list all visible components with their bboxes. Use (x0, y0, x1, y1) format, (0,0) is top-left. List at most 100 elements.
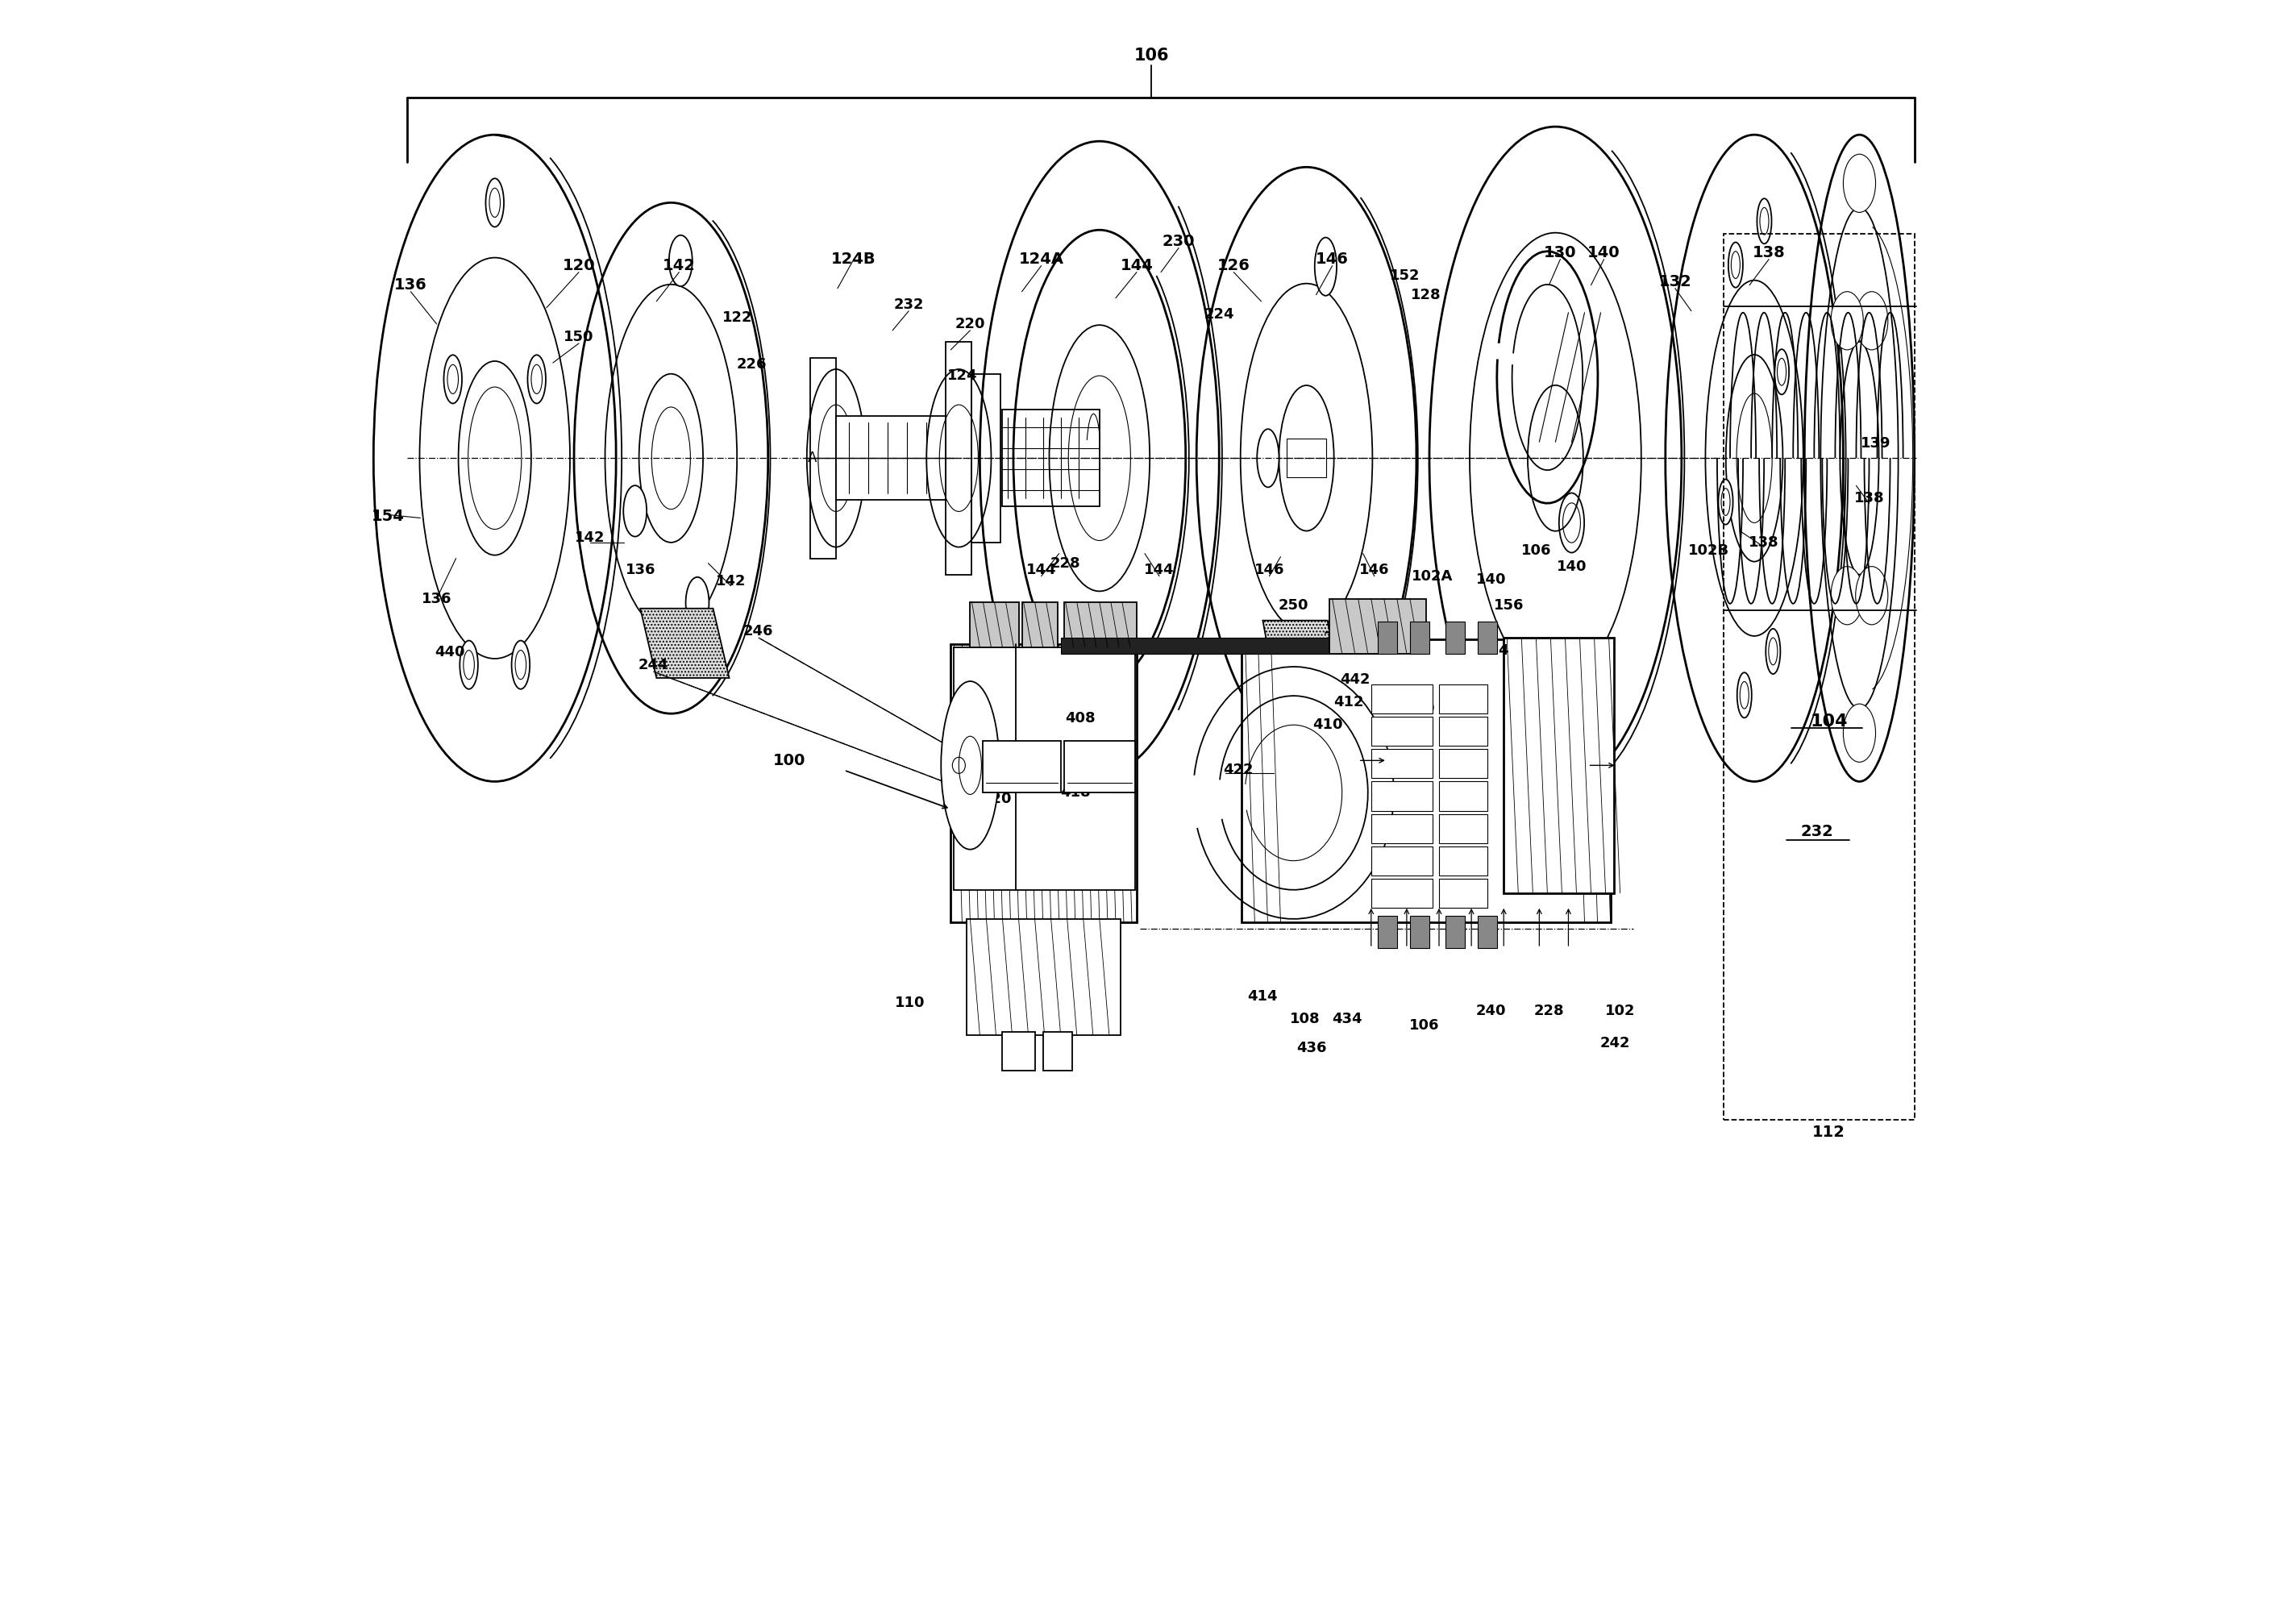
Text: 128: 128 (1412, 288, 1442, 303)
Text: 154: 154 (372, 508, 404, 524)
Text: 136: 136 (395, 277, 427, 293)
Text: 232: 232 (893, 298, 923, 312)
Bar (1242, 639, 1609, 922)
Text: 250: 250 (1279, 599, 1309, 613)
Text: 150: 150 (565, 330, 595, 345)
Text: 106: 106 (1410, 1018, 1440, 1032)
Bar (1378, 916, 1396, 948)
Bar (971, 374, 1001, 542)
Ellipse shape (687, 578, 709, 628)
Text: 132: 132 (1658, 273, 1692, 290)
Ellipse shape (443, 354, 461, 403)
Ellipse shape (1830, 291, 1864, 349)
Bar (1371, 717, 1433, 746)
Bar (1063, 741, 1134, 793)
Text: 124A: 124A (1019, 252, 1063, 267)
Bar (1440, 749, 1488, 778)
Text: 436: 436 (1297, 1040, 1327, 1055)
Bar (1440, 879, 1488, 908)
Ellipse shape (668, 235, 693, 286)
Ellipse shape (1766, 629, 1779, 675)
Bar (1446, 916, 1465, 948)
Bar (836, 416, 946, 500)
Text: 226: 226 (737, 358, 767, 372)
Text: 106: 106 (1520, 544, 1552, 558)
Polygon shape (641, 608, 730, 678)
Text: 244: 244 (638, 659, 668, 673)
Bar (1440, 814, 1488, 843)
Ellipse shape (1738, 673, 1752, 718)
Ellipse shape (1855, 566, 1887, 625)
Text: 420: 420 (980, 793, 1010, 806)
Text: 156: 156 (1492, 599, 1525, 613)
Text: 146: 146 (1359, 563, 1389, 578)
Bar (1063, 602, 1137, 647)
Text: 102A: 102A (1412, 570, 1453, 584)
Bar (1022, 602, 1058, 647)
Bar (1371, 749, 1433, 778)
Text: 240: 240 (1476, 1003, 1506, 1018)
Bar (1446, 621, 1465, 654)
Text: 228: 228 (1049, 557, 1081, 571)
Text: 140: 140 (1557, 560, 1587, 574)
Text: 106: 106 (1134, 47, 1169, 63)
Text: 408: 408 (1065, 712, 1095, 726)
Bar (1286, 438, 1327, 477)
Bar (967, 919, 1120, 1036)
Text: A: A (808, 451, 817, 466)
Bar (1479, 916, 1497, 948)
Bar (1440, 846, 1488, 875)
Bar (1378, 621, 1396, 654)
Bar (1724, 233, 1915, 1120)
Text: 138: 138 (1853, 492, 1885, 506)
Bar (1371, 781, 1433, 811)
Ellipse shape (528, 354, 546, 403)
Text: 104: 104 (1809, 714, 1848, 730)
Text: 414: 414 (1247, 989, 1279, 1003)
Text: 112: 112 (1812, 1125, 1846, 1141)
Text: 416: 416 (1107, 783, 1137, 796)
Text: 134: 134 (1479, 644, 1508, 659)
Bar (810, 358, 836, 558)
Text: 100: 100 (774, 752, 806, 769)
Bar (1410, 916, 1430, 948)
Ellipse shape (512, 641, 530, 689)
Text: 136: 136 (625, 563, 654, 578)
Bar (1371, 846, 1433, 875)
Ellipse shape (1717, 479, 1733, 524)
Ellipse shape (1830, 566, 1864, 625)
Text: 138: 138 (1750, 536, 1779, 550)
Bar (953, 647, 1134, 890)
Polygon shape (1263, 620, 1341, 691)
Text: 139: 139 (1860, 437, 1890, 451)
Ellipse shape (487, 178, 503, 227)
Text: 422: 422 (1224, 764, 1254, 778)
Text: 410: 410 (1313, 718, 1343, 733)
Text: 122: 122 (723, 311, 753, 325)
Bar (1042, 1032, 1072, 1071)
Ellipse shape (941, 681, 999, 849)
Text: 138: 138 (1752, 246, 1786, 260)
Ellipse shape (459, 641, 478, 689)
Bar (1371, 684, 1433, 714)
Text: 140: 140 (1476, 573, 1506, 587)
Text: 102B: 102B (1688, 544, 1729, 558)
Text: 430: 430 (1024, 743, 1054, 757)
Text: 242: 242 (1600, 1036, 1630, 1050)
Text: 232: 232 (1800, 824, 1835, 840)
Bar (1061, 637, 1384, 654)
Bar (951, 644, 1137, 922)
Bar (1440, 684, 1488, 714)
Text: 144: 144 (1120, 257, 1153, 273)
Text: 442: 442 (1341, 673, 1371, 688)
Text: 152: 152 (1389, 269, 1421, 283)
Text: 124: 124 (946, 369, 978, 383)
Text: 142: 142 (574, 531, 606, 545)
Text: 142: 142 (716, 574, 746, 589)
Text: 120: 120 (563, 257, 595, 273)
Bar (971, 602, 1019, 647)
Bar (1479, 621, 1497, 654)
Bar (946, 341, 971, 574)
Text: 102: 102 (1605, 1003, 1635, 1018)
Bar (1440, 717, 1488, 746)
